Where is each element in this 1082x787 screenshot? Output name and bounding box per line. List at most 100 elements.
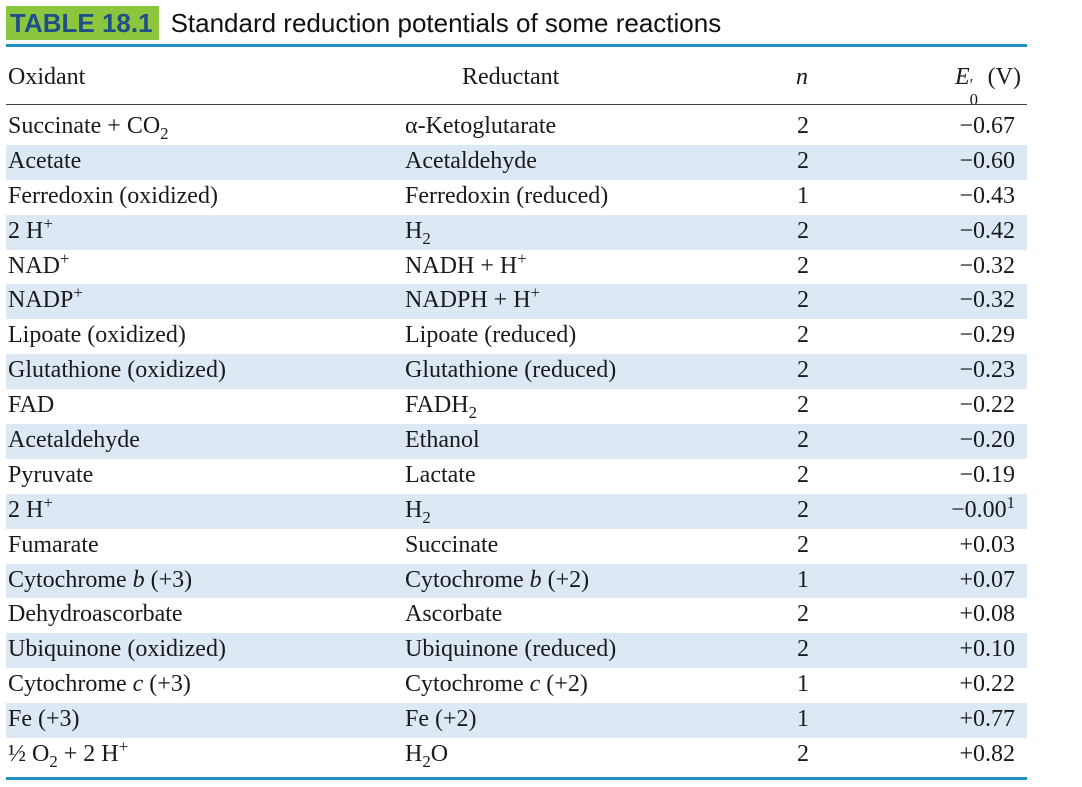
table-row: Ubiquinone (oxidized) Ubiquinone (reduced… — [6, 633, 1027, 669]
oxidant-cell: Cytochrome b (+3) — [8, 567, 192, 594]
reductant-cell: Glutathione (reduced) — [405, 357, 616, 384]
ox-text: NAD — [8, 252, 60, 279]
oxidant-cell: 2 H+ — [8, 494, 53, 524]
potential-cell: +0.77 — [959, 706, 1015, 733]
potential-value: −0.20 — [959, 427, 1015, 454]
table-row: ½ O2 + 2 H+ H2O 2 +0.82 — [6, 738, 1027, 773]
oxidant-cell: Dehydroascorbate — [8, 601, 183, 628]
table-body: Succinate + CO 2 α-Ketoglutarate 2 −0.67 Acet… — [6, 110, 1027, 773]
reductant-cell: Ferredoxin (reduced) — [405, 183, 608, 210]
electrons-cell: 1 — [797, 671, 809, 698]
red-tail: (+2) — [540, 671, 588, 698]
reductant-cell: Cytochrome c (+2) — [405, 671, 588, 698]
ox-text: ½ O — [8, 741, 50, 768]
ox-tail: (+3) — [144, 566, 193, 593]
ox-text: Lipoate (oxidized) — [8, 322, 186, 349]
potential-cell: −0.43 — [959, 183, 1015, 210]
red-subscript: 2 — [422, 751, 431, 771]
electrons-cell: 2 — [797, 322, 809, 349]
potential-value: −0.22 — [959, 392, 1015, 419]
table-row: 2 H+ H2 2 −0.001 — [6, 494, 1027, 529]
ox-superscript: + — [73, 283, 83, 303]
table-header: Oxidant Reductant n E ′ 0 (V) — [6, 50, 1027, 109]
footnote-marker: 1 — [1006, 492, 1015, 512]
oxidant-cell: ½ O2 + 2 H+ — [8, 738, 128, 771]
header-reductant: Reductant — [462, 64, 560, 90]
ox-tail: (+3) — [143, 671, 191, 698]
oxidant-cell: Ubiquinone (oxidized) — [8, 636, 226, 663]
electrons-cell: 1 — [797, 566, 809, 593]
ox-text: Ferredoxin (oxidized) — [8, 182, 218, 209]
table-row: Ferredoxin (oxidized) Ferredoxin (reduced… — [6, 180, 1027, 215]
oxidant-cell: Acetate — [8, 148, 81, 175]
electrons-cell: 2 — [797, 392, 809, 419]
red-text: NADPH + H — [405, 287, 531, 314]
reductant-cell: α-Ketoglutarate — [405, 113, 556, 140]
red-text: NADH + H — [405, 252, 518, 279]
red-text: Ubiquinone (reduced) — [405, 636, 617, 663]
table-row: Fumarate Succinate 2 +0.03 — [6, 529, 1027, 564]
potential-cell: +0.10 — [959, 636, 1015, 663]
reductant-cell: Ubiquinone (reduced) — [405, 636, 616, 663]
red-text: H — [405, 496, 423, 523]
reductant-cell: Ascorbate — [405, 601, 502, 628]
potential-cell: −0.20 — [959, 427, 1015, 454]
red-text: Lactate — [405, 461, 476, 488]
ox-text: Acetaldehyde — [8, 427, 140, 454]
potential-cell: +0.03 — [959, 532, 1015, 559]
table-row: Cytochrome c (+3) Cytochrome c (+2) 1 +0.22 — [6, 668, 1027, 703]
ox-text: Succinate + CO — [8, 113, 161, 139]
electrons-cell: 2 — [797, 461, 809, 488]
header-oxidant: Oxidant — [8, 64, 86, 90]
reductant-cell: FADH2 — [405, 392, 477, 421]
potential-cell: +0.22 — [959, 671, 1015, 698]
ox-text: Pyruvate — [8, 461, 94, 488]
red-text: α-Ketoglutarate — [405, 113, 557, 139]
ox-superscript: + — [43, 492, 53, 512]
ox-text: 2 H — [8, 496, 44, 523]
red-text: Ascorbate — [405, 601, 503, 628]
potential-value: +0.03 — [959, 531, 1015, 558]
header-e0-prime: ′ — [969, 74, 974, 94]
oxidant-cell: Cytochrome c (+3) — [8, 671, 191, 698]
electrons-cell: 1 — [797, 182, 809, 209]
table-row: NAD+ NADH + H+ 2 −0.32 — [6, 249, 1027, 285]
ox-tail: + 2 H — [57, 741, 119, 768]
bottom-rule — [6, 777, 1027, 780]
electrons-cell: 2 — [797, 531, 809, 558]
table-row: Fe (+3) Fe (+2) 1 +0.77 — [6, 703, 1027, 739]
ox-text: FAD — [8, 392, 55, 419]
reductant-cell: Succinate — [405, 532, 498, 559]
potential-cell: +0.08 — [959, 601, 1015, 628]
table-row: Glutathione (oxidized) Glutathione (reduc… — [6, 354, 1027, 390]
potential-value: +0.08 — [959, 601, 1015, 628]
ox-italic: c — [132, 671, 144, 698]
potential-value: −0.23 — [959, 357, 1015, 384]
electrons-cell: 2 — [797, 741, 809, 768]
table-row: Acetaldehyde Ethanol 2 −0.20 — [6, 424, 1027, 459]
ox-text: NADP — [8, 287, 74, 314]
reductant-cell: NADH + H+ — [405, 249, 527, 280]
table-row: 2 H+ H2 2 −0.42 — [6, 215, 1027, 250]
ox-superscript: + — [43, 213, 53, 233]
red-text: Succinate — [405, 531, 499, 558]
reductant-cell: Lactate — [405, 462, 476, 489]
red-text: Cytochrome — [405, 566, 530, 593]
potential-value: −0.00 — [951, 496, 1007, 523]
table-row: FAD FADH2 2 −0.22 — [6, 389, 1027, 424]
header-e0-symbol: E — [955, 64, 970, 90]
potential-cell: −0.29 — [959, 322, 1015, 349]
ox-subscript: 2 — [49, 751, 58, 771]
potential-value: −0.32 — [959, 287, 1015, 314]
header-e0-unit: (V) — [981, 64, 1021, 90]
potential-cell: −0.19 — [959, 462, 1015, 489]
reductant-cell: H2O — [405, 741, 448, 771]
potential-cell: −0.42 — [959, 218, 1015, 245]
red-text: Ferredoxin (reduced) — [405, 182, 609, 209]
red-text: Ethanol — [405, 427, 480, 454]
reductant-cell: Cytochrome b (+2) — [405, 567, 589, 594]
table-row: NADP+ NADPH + H+ 2 −0.32 — [6, 283, 1027, 320]
oxidant-cell: Fumarate — [8, 532, 99, 559]
ox-text: Cytochrome — [8, 566, 133, 593]
potential-value: −0.67 — [959, 113, 1015, 139]
